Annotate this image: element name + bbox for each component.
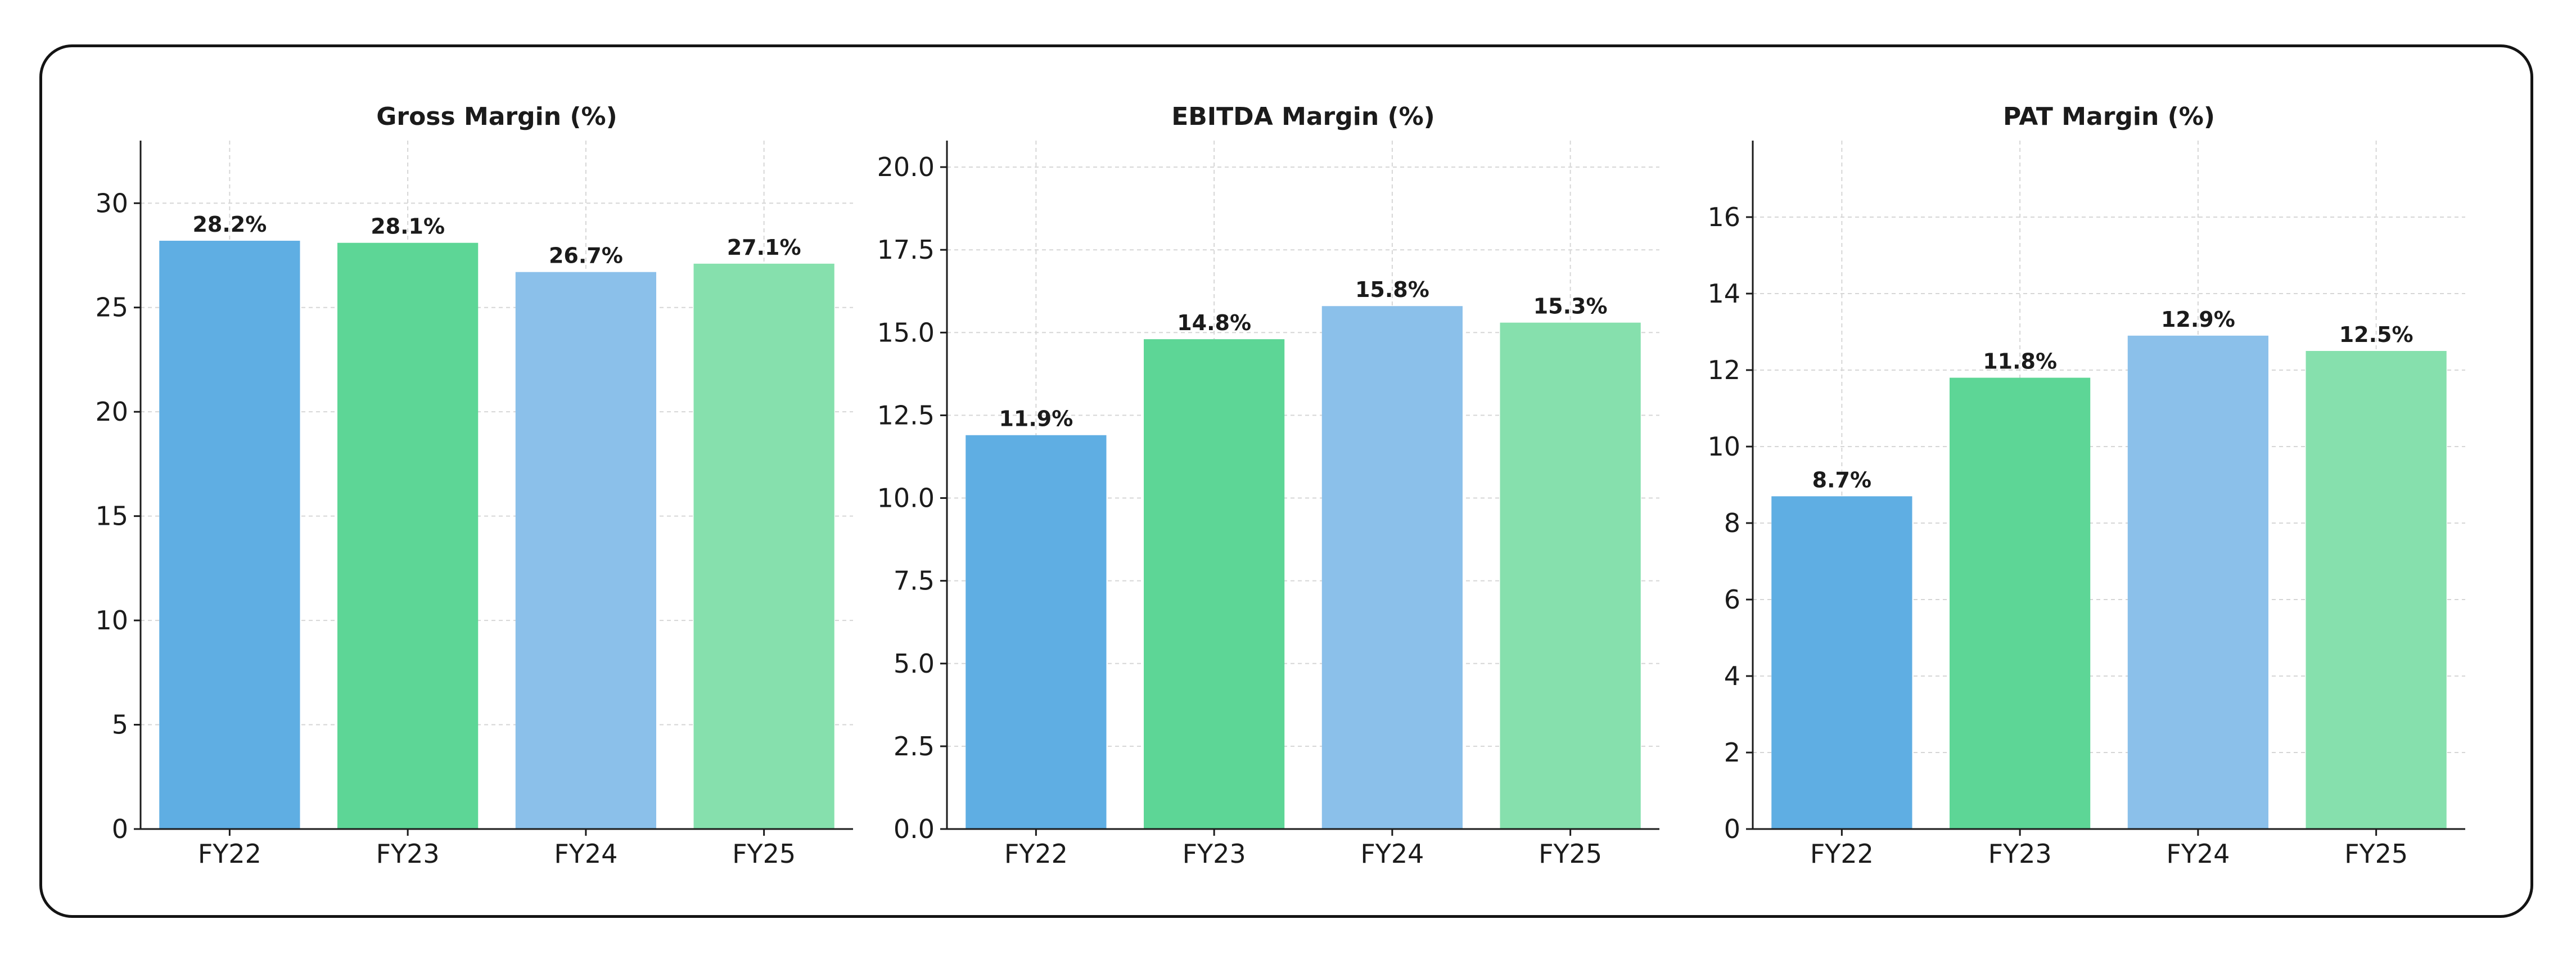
y-tick-label: 12.5 bbox=[877, 400, 935, 430]
data-label: 11.8% bbox=[1983, 349, 2057, 374]
data-label: 12.5% bbox=[2339, 322, 2413, 347]
gross-margin-chart: 28.2% 28.1% 26.7% 27.1% 0 5 10 15 20 25 30 FY22 FY23… bbox=[95, 102, 853, 869]
y-tick-label: 12 bbox=[1707, 355, 1740, 385]
data-label: 28.2% bbox=[192, 212, 267, 237]
data-label: 8.7% bbox=[1812, 467, 1871, 492]
data-label: 12.9% bbox=[2161, 307, 2235, 332]
y-tick-label: 14 bbox=[1707, 278, 1740, 309]
y-tick-label: 20 bbox=[95, 397, 128, 427]
bar-fy22 bbox=[159, 241, 300, 829]
y-tick-label: 4 bbox=[1724, 661, 1740, 691]
y-tick-label: 30 bbox=[95, 188, 128, 218]
x-tick-label: FY24 bbox=[554, 839, 617, 869]
data-label: 11.9% bbox=[999, 407, 1073, 431]
x-tick-label: FY25 bbox=[1539, 839, 1602, 869]
x-tick-label: FY23 bbox=[1183, 839, 1246, 869]
data-label: 27.1% bbox=[727, 235, 801, 260]
data-label: 15.3% bbox=[1533, 294, 1608, 319]
y-tick-label: 17.5 bbox=[877, 235, 935, 265]
pat-margin-chart: 8.7% 11.8% 12.9% 12.5% 0 2 4 6 8 10 12 14 16 FY22 FY23… bbox=[1707, 102, 2465, 869]
y-tick-label: 7.5 bbox=[894, 566, 935, 596]
y-tick-label: 10 bbox=[1707, 431, 1740, 462]
data-label: 26.7% bbox=[549, 244, 623, 268]
y-tick-label: 5.0 bbox=[894, 648, 935, 679]
y-tick-label: 20.0 bbox=[877, 152, 935, 182]
chart-title: EBITDA Margin (%) bbox=[1171, 102, 1435, 131]
x-tick-label: FY24 bbox=[2166, 839, 2230, 869]
y-tick-label: 6 bbox=[1724, 584, 1740, 615]
y-tick-label: 0.0 bbox=[894, 814, 935, 844]
bar-fy23 bbox=[1950, 377, 2091, 829]
x-tick-label: FY23 bbox=[1988, 839, 2052, 869]
y-tick-label: 16 bbox=[1707, 202, 1740, 232]
bar-fy25 bbox=[693, 263, 834, 829]
y-tick-label: 2 bbox=[1724, 737, 1740, 768]
y-tick-label: 0 bbox=[112, 814, 128, 844]
y-tick-label: 2.5 bbox=[894, 731, 935, 762]
y-tick-label: 15 bbox=[95, 501, 128, 531]
x-tick-label: FY22 bbox=[1004, 839, 1068, 869]
y-tick-label: 5 bbox=[112, 710, 128, 740]
x-tick-label: FY24 bbox=[1360, 839, 1424, 869]
data-label: 28.1% bbox=[371, 214, 445, 239]
y-tick-label: 10.0 bbox=[877, 483, 935, 513]
x-tick-label: FY25 bbox=[2344, 839, 2408, 869]
data-label: 15.8% bbox=[1355, 277, 1429, 302]
y-tick-label: 0 bbox=[1724, 814, 1740, 844]
chart-title: Gross Margin (%) bbox=[376, 102, 617, 131]
y-tick-label: 10 bbox=[95, 605, 128, 636]
data-label: 14.8% bbox=[1177, 310, 1251, 335]
bar-fy22 bbox=[966, 435, 1107, 829]
y-tick-label: 8 bbox=[1724, 508, 1740, 538]
bar-fy24 bbox=[515, 272, 656, 829]
x-tick-label: FY22 bbox=[198, 839, 261, 869]
bar-fy22 bbox=[1771, 496, 1912, 829]
bar-fy23 bbox=[337, 242, 479, 829]
ebitda-margin-chart: 11.9% 14.8% 15.8% 15.3% 0.0 2.5 5.0 7.5 10.0 12.5… bbox=[877, 102, 1659, 869]
y-tick-label: 25 bbox=[95, 292, 128, 323]
y-tick-label: 15.0 bbox=[877, 317, 935, 348]
x-tick-label: FY22 bbox=[1810, 839, 1874, 869]
bar-fy25 bbox=[2306, 351, 2447, 829]
chart-title: PAT Margin (%) bbox=[2003, 102, 2215, 131]
bar-fy23 bbox=[1144, 339, 1285, 829]
x-tick-label: FY25 bbox=[732, 839, 796, 869]
bar-fy24 bbox=[1321, 306, 1463, 829]
bar-fy25 bbox=[1500, 322, 1641, 829]
x-tick-label: FY23 bbox=[376, 839, 440, 869]
bar-fy24 bbox=[2127, 335, 2268, 829]
